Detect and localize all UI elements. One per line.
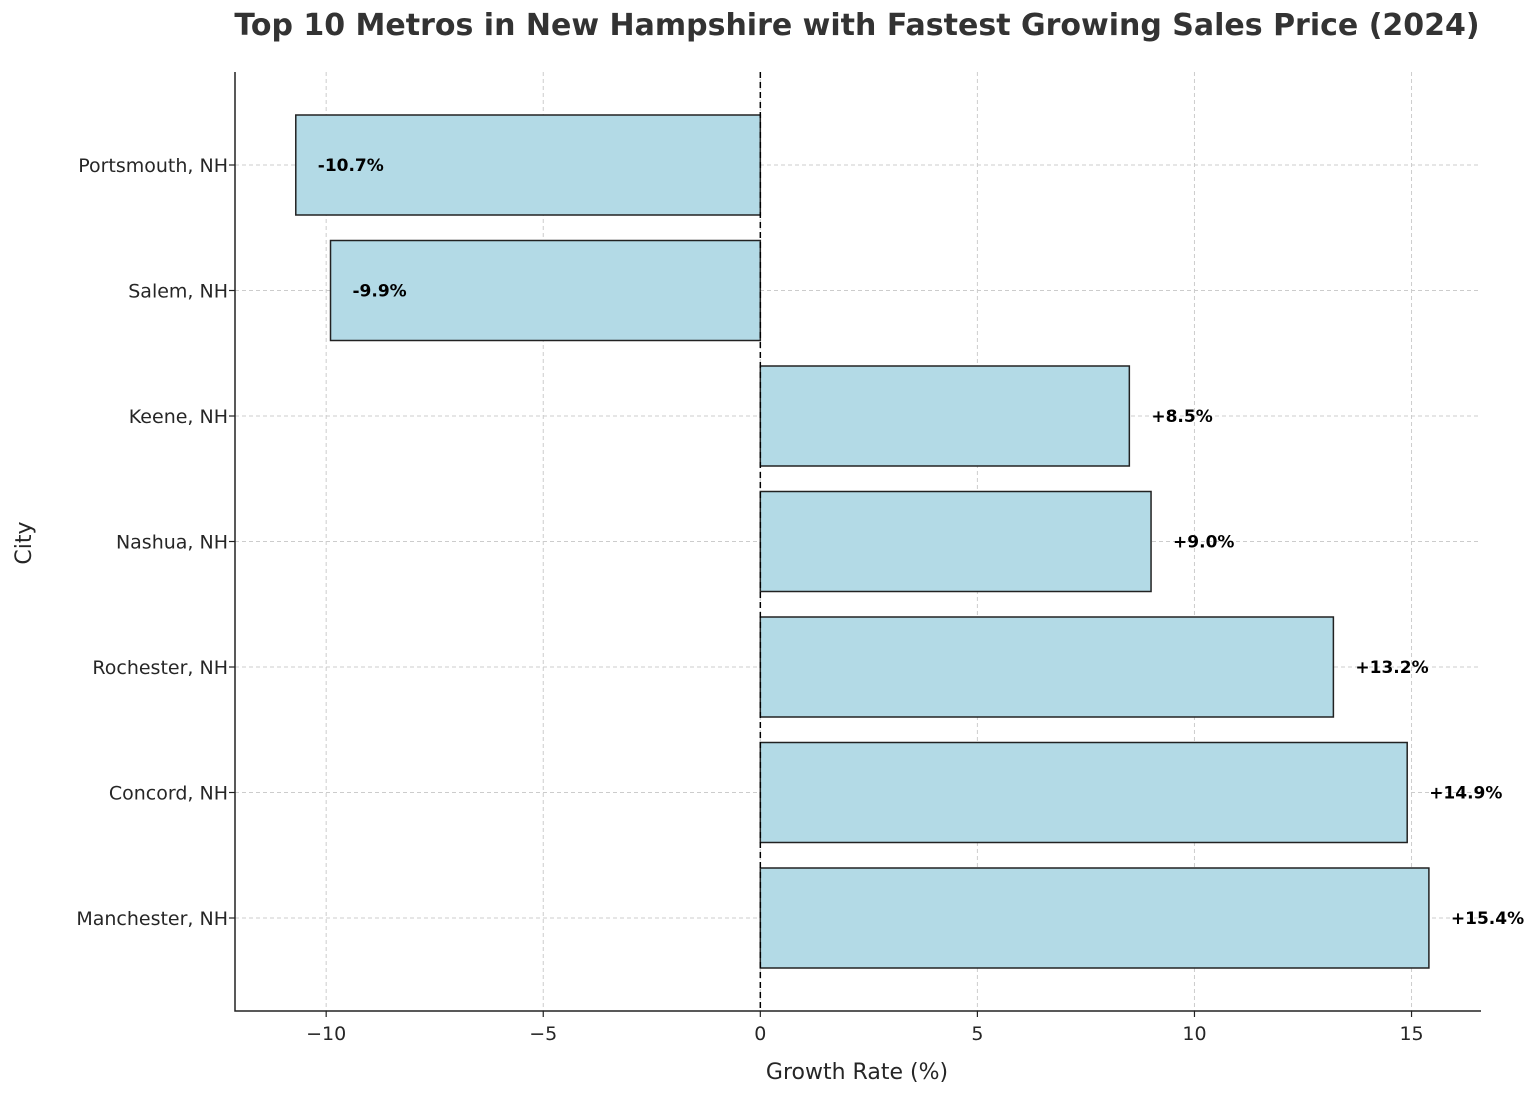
x-axis-label: Growth Rate (%) — [766, 1060, 948, 1085]
x-tick-label: 5 — [971, 1023, 983, 1045]
y-axis-label: City — [12, 521, 37, 564]
x-tick-label: −5 — [529, 1023, 557, 1045]
data-label: +13.2% — [1355, 658, 1428, 678]
y-tick-label: Nashua, NH — [116, 532, 228, 554]
y-tick-label: Salem, NH — [128, 281, 228, 303]
data-labels: -10.7% -9.9% +8.5% +9.0% +13.2% +14.9% +15.4% — [318, 156, 1524, 929]
data-label: +15.4% — [1451, 909, 1524, 929]
bars — [295, 114, 1430, 969]
bar — [759, 490, 1152, 593]
bar — [759, 741, 1408, 844]
data-label: +9.0% — [1173, 533, 1234, 553]
y-tick-label: Keene, NH — [129, 406, 228, 428]
bar — [759, 867, 1430, 969]
bar — [329, 239, 762, 342]
y-tick-label: Portsmouth, NH — [78, 155, 228, 177]
x-tick-label: −10 — [306, 1023, 346, 1045]
y-tick-label: Manchester, NH — [76, 908, 228, 930]
data-label: +14.9% — [1429, 784, 1502, 804]
x-tick-label: 0 — [754, 1023, 766, 1045]
data-label: +8.5% — [1151, 407, 1212, 427]
chart-title: Top 10 Metros in New Hampshire with Fast… — [234, 8, 1479, 43]
data-label: -10.7% — [318, 156, 384, 176]
bar — [295, 114, 762, 216]
data-label: -9.9% — [353, 282, 407, 302]
y-tick-label: Concord, NH — [109, 783, 228, 805]
y-tick-label: Rochester, NH — [92, 657, 228, 679]
bar — [759, 365, 1131, 467]
axis-spine — [234, 72, 1481, 1012]
x-tick-label: 10 — [1182, 1023, 1206, 1045]
axes: −10 −5 0 5 10 15 Portsmouth, NH Salem, NH Keene,… — [76, 72, 1481, 1045]
x-tick-label: 15 — [1399, 1023, 1423, 1045]
bar — [759, 616, 1335, 718]
